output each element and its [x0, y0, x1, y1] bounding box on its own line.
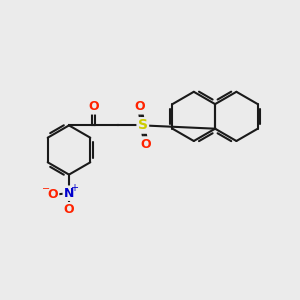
- Text: O: O: [88, 100, 99, 113]
- Text: O: O: [134, 100, 145, 113]
- Text: +: +: [70, 183, 78, 193]
- Text: S: S: [138, 118, 148, 132]
- Text: O: O: [140, 137, 151, 151]
- Text: O: O: [64, 203, 74, 216]
- Text: N: N: [64, 187, 74, 200]
- Text: −: −: [42, 184, 50, 194]
- Text: O: O: [47, 188, 58, 201]
